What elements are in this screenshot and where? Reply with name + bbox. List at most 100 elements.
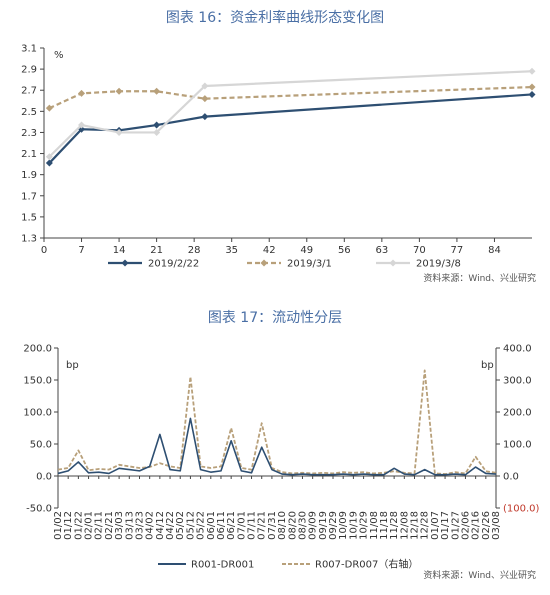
chart17-right-tick-label: 200.0 xyxy=(503,408,532,419)
chart17-x-tick-label: 03/03 xyxy=(114,511,125,540)
chart17-x-tick-label: 07/01 xyxy=(236,511,247,540)
chart17-x-tick-label: 04/02 xyxy=(145,511,156,540)
chart16-legend-marker xyxy=(121,259,129,267)
chart16-y-tick-label: 1.3 xyxy=(21,234,37,245)
chart16-legend-marker xyxy=(389,259,397,267)
chart17-x-tick-label: 09/09 xyxy=(308,511,319,540)
chart16-y-tick-label: 3.1 xyxy=(21,44,37,55)
chart17-x-tick-label: 06/21 xyxy=(226,511,237,540)
chart16-x-tick-label: 56 xyxy=(338,245,351,256)
chart17-left-tick-label: 50.0 xyxy=(30,440,52,451)
chart17-x-tick-label: 01/22 xyxy=(73,511,84,540)
chart17-x-tick-label: 10/29 xyxy=(359,511,370,540)
chart16-x-tick-label: 7 xyxy=(78,245,84,256)
chart17-x-tick-label: 08/30 xyxy=(297,511,308,540)
chart16-title: 图表 16：资金利率曲线形态变化图 xyxy=(166,9,384,26)
chart16-data-point xyxy=(78,89,86,97)
chart16-unit-label: % xyxy=(54,50,64,61)
chart16-y-tick-label: 2.1 xyxy=(21,149,37,160)
chart17-x-tick-label: 02/06 xyxy=(460,511,471,540)
chart16-source: 资料来源：Wind、兴业研究 xyxy=(423,272,536,284)
chart17-legend-label: R001-DR001 xyxy=(191,560,254,571)
chart16-series-line xyxy=(48,93,533,164)
chart16-y-tick-label: 2.7 xyxy=(21,86,37,97)
chart16-x-tick-label: 84 xyxy=(488,245,501,256)
chart17-x-tick-label: 11/08 xyxy=(369,511,380,540)
chart16-x-tick-label: 70 xyxy=(413,245,426,256)
chart17-x-tick-label: 07/31 xyxy=(267,511,278,540)
chart17-x-tick-label: 03/23 xyxy=(134,511,145,540)
chart16-data-point xyxy=(45,159,53,167)
chart16-x-tick-label: 35 xyxy=(225,245,238,256)
chart17-x-tick-label: 08/10 xyxy=(277,511,288,540)
chart16-data-point xyxy=(528,90,536,98)
chart17-x-tick-label: 01/17 xyxy=(440,511,451,540)
chart16-legend-marker xyxy=(260,259,268,267)
chart16-data-point xyxy=(153,128,161,136)
chart16-x-tick-label: 28 xyxy=(188,245,201,256)
chart16-series-line xyxy=(48,85,533,110)
chart17-x-tick-label: 07/21 xyxy=(257,511,268,540)
chart16-data-point xyxy=(153,87,161,95)
chart16-series-line xyxy=(48,70,533,158)
chart16-y-tick-label: 2.5 xyxy=(21,107,37,118)
chart17-title: 图表 17：流动性分层 xyxy=(208,310,342,326)
chart17-x-tick-label: 09/29 xyxy=(328,511,339,540)
chart17-right-tick-label: 300.0 xyxy=(503,376,532,387)
chart16-x-tick-label: 77 xyxy=(451,245,464,256)
chart17-x-tick-label: 03/08 xyxy=(491,511,502,540)
chart17-left-tick-label: 100.0 xyxy=(23,408,52,419)
chart16-data-point xyxy=(528,67,536,75)
chart17-x-tick-label: 07/11 xyxy=(247,511,258,540)
chart16-x-tick-label: 42 xyxy=(263,245,276,256)
chart17-x-tick-label: 02/26 xyxy=(481,511,492,540)
chart16-legend: 2019/2/22 2019/3/1 2019/3/8 xyxy=(108,259,461,270)
chart16-legend-label: 2019/3/8 xyxy=(416,259,461,270)
chart17-x-tick-label: 02/21 xyxy=(104,511,115,540)
chart17-unit-right: bp xyxy=(481,360,494,371)
chart17-x-tick-label: 04/22 xyxy=(165,511,176,540)
chart17-x-tick-label: 12/28 xyxy=(420,511,431,540)
chart17-legend-label: R007-DR007（右轴） xyxy=(315,558,418,571)
chart17-x-tick-label: 03/13 xyxy=(124,511,135,540)
chart17-x-tick-label: 09/19 xyxy=(318,511,329,540)
chart17-right-tick-label: 0.0 xyxy=(503,472,519,483)
chart17-x-tick-label: 01/12 xyxy=(63,511,74,540)
chart16-data-point xyxy=(45,153,53,161)
chart16-data-point xyxy=(153,121,161,129)
chart16-y-tick-label: 1.7 xyxy=(21,191,37,202)
chart17-x-tick-label: 06/01 xyxy=(206,511,217,540)
chart16-axes: 1.3 1.5 1.7 1.9 2.1 2.3 2.5 2.7 2.9 3.1 0 7 14 21 28 35… xyxy=(21,44,532,256)
chart16-y-tick-label: 2.9 xyxy=(21,65,37,76)
chart16-x-tick-label: 14 xyxy=(113,245,126,256)
chart17-x-tick-label: 05/12 xyxy=(185,511,196,540)
chart16-data-point xyxy=(528,83,536,91)
chart17-right-tick-label: 400.0 xyxy=(503,344,532,355)
chart17-x-tick-label: 04/12 xyxy=(155,511,166,540)
chart16-x-tick-label: 21 xyxy=(150,245,163,256)
chart16-x-tick-label: 49 xyxy=(300,245,313,256)
chart17-x-tick-label: 08/20 xyxy=(287,511,298,540)
chart16-data-point xyxy=(115,128,123,136)
chart16-y-tick-label: 2.3 xyxy=(21,128,37,139)
chart16-data-point xyxy=(201,113,209,121)
chart17-x-tick-label: 12/08 xyxy=(399,511,410,540)
chart17-x-tick-label: 05/22 xyxy=(196,511,207,540)
chart17-left-tick-label: 200.0 xyxy=(23,344,52,355)
chart17-axes: -50.0 0.0 50.0 100.0 150.0 200.0 (100.0) 0.0 100… xyxy=(23,344,539,540)
chart16-data-point xyxy=(201,95,209,103)
chart16-data-point xyxy=(45,104,53,112)
chart17-x-tick-label: 10/09 xyxy=(338,511,349,540)
chart17-series-line xyxy=(57,417,497,476)
chart16-data-point xyxy=(201,82,209,90)
chart17-left-tick-label: 0.0 xyxy=(36,472,52,483)
chart17-x-tick-label: 12/18 xyxy=(410,511,421,540)
chart17-x-tick-label: 02/16 xyxy=(471,511,482,540)
chart16-x-tick-label: 63 xyxy=(375,245,388,256)
chart17-legend: R001-DR001 R007-DR007（右轴） xyxy=(158,558,418,571)
chart17-x-tick-label: 10/19 xyxy=(348,511,359,540)
chart17-unit-left: bp xyxy=(66,360,79,371)
chart16-data-point xyxy=(78,121,86,129)
chart17-x-tick-label: 01/02 xyxy=(53,511,64,540)
